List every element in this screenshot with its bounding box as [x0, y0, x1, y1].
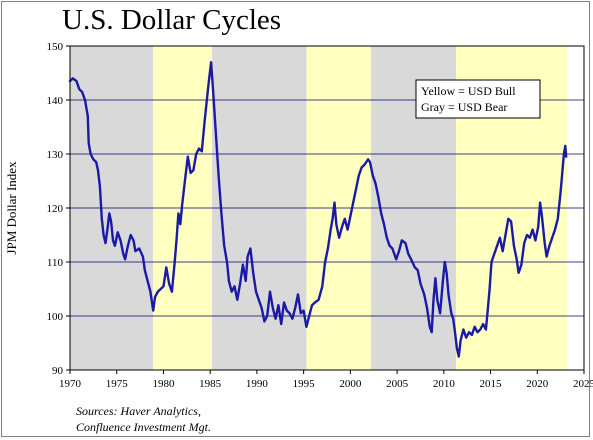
chart-title: U.S. Dollar Cycles: [62, 4, 282, 36]
y-tick-label: 110: [47, 257, 64, 269]
y-tick-label: 130: [47, 149, 64, 161]
legend-entry: Yellow = USD Bull: [421, 84, 516, 98]
y-axis-label: JPM Dollar Index: [4, 161, 19, 255]
legend: Yellow = USD Bull Gray = USD Bear: [415, 79, 541, 119]
x-tick-label: 2000: [339, 378, 362, 390]
series-line: [68, 61, 568, 358]
y-tick-label: 140: [47, 95, 64, 107]
axes: 90 100 110 120 130 140 150 1970 1975 1980 1985 1990…: [4, 41, 593, 390]
series-line-0: [68, 61, 568, 358]
y-tick-label: 100: [47, 311, 64, 323]
x-tick-label: 1970: [59, 378, 82, 390]
y-tick-label: 90: [52, 365, 64, 377]
x-tick-label: 1995: [293, 378, 316, 390]
x-tick-label: 2010: [433, 378, 456, 390]
legend-box: [415, 79, 541, 119]
x-tick-label: 1985: [199, 378, 222, 390]
x-tick-label: 2020: [526, 378, 549, 390]
x-tick-label: 2025: [573, 378, 593, 390]
source-line-2: Confluence Investment Mgt.: [76, 420, 211, 434]
x-tick-label: 2015: [480, 378, 503, 390]
y-tick-label: 120: [47, 203, 64, 215]
x-tick-label: 1975: [106, 378, 129, 390]
x-tick-label: 1980: [152, 378, 175, 390]
x-tick-label: 2005: [386, 378, 409, 390]
source-line-1: Sources: Haver Analytics,: [76, 404, 201, 418]
legend-entry: Gray = USD Bear: [421, 100, 507, 114]
x-tick-label: 1990: [246, 378, 269, 390]
y-tick-label: 150: [47, 41, 64, 53]
